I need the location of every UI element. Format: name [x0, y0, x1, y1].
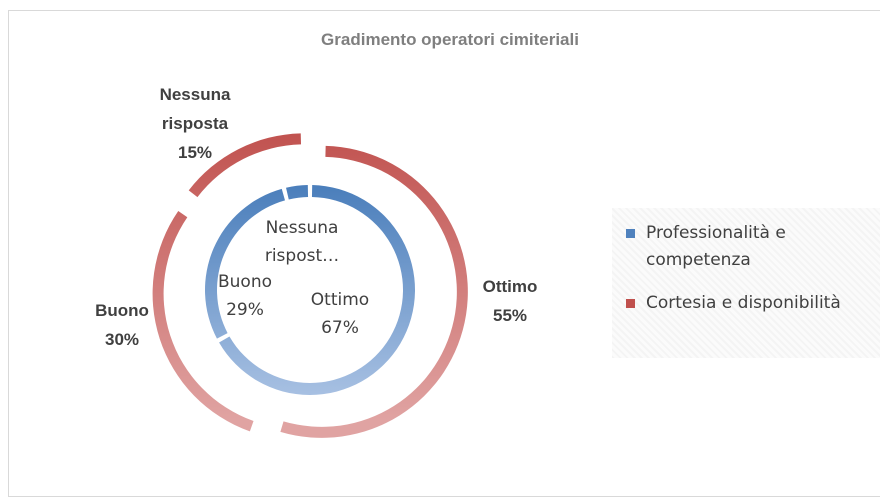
- data-label-category: Buono: [217, 272, 272, 292]
- data-label-category: Nessuna risposta: [159, 85, 231, 133]
- data-label: Nessuna risposta 15%: [145, 80, 245, 167]
- data-label-value: 15%: [177, 143, 213, 162]
- legend: Professionalità e competenza Cortesia e d…: [612, 208, 880, 358]
- data-label-value: 55%: [492, 306, 528, 325]
- legend-entry: Professionalità e competenza: [626, 220, 876, 274]
- legend-swatch: [626, 229, 635, 238]
- data-label: Buono 30%: [62, 296, 182, 354]
- chart-title: Gradimento operatori cimiteriali: [321, 30, 579, 49]
- data-label-value: 30%: [104, 330, 140, 349]
- data-label: Ottimo 55%: [450, 272, 570, 330]
- data-label-category: Ottimo: [310, 290, 370, 310]
- ring-segment: [188, 133, 302, 198]
- ring-segment: [286, 185, 309, 200]
- legend-label: Professionalità e competenza: [646, 223, 786, 270]
- data-label-value: 67%: [321, 318, 359, 338]
- data-label-category: Ottimo: [482, 277, 538, 296]
- legend-entry: Cortesia e disponibilità: [626, 290, 876, 317]
- data-label: Nessuna rispost…: [242, 214, 362, 270]
- data-label-category: Nessuna rispost…: [264, 218, 340, 266]
- data-label: Buono 29%: [185, 268, 305, 324]
- legend-label: Cortesia e disponibilità: [646, 293, 841, 313]
- data-label-category: Buono: [95, 301, 149, 320]
- ring-segment: [204, 188, 285, 339]
- data-label-value: 29%: [226, 300, 264, 320]
- legend-swatch: [626, 299, 635, 308]
- data-label: Ottimo 67%: [280, 286, 400, 342]
